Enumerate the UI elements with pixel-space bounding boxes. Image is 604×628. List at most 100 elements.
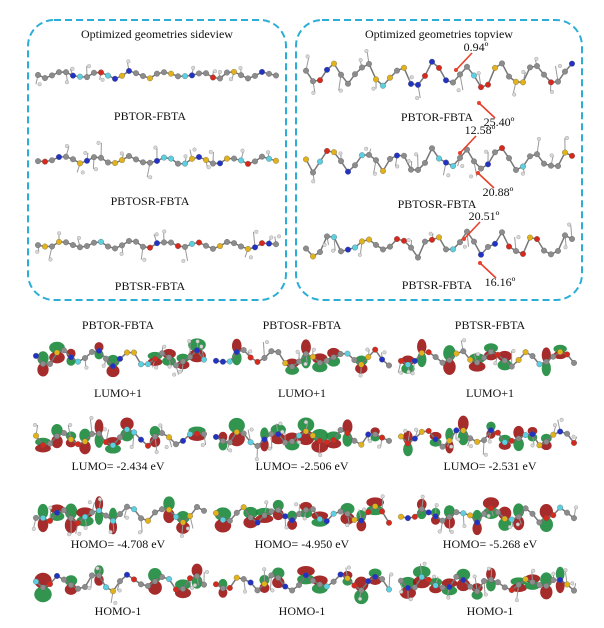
atom [508,363,515,370]
atom [317,249,323,255]
atom [231,240,237,247]
atom [557,576,564,583]
atom [61,430,67,436]
atom [414,152,419,157]
atom [87,586,92,591]
atom [311,347,316,352]
atom [309,506,316,513]
molecule [33,563,209,605]
atom [338,71,344,78]
atom [158,423,163,428]
atom [481,437,487,444]
atom [536,361,543,368]
atom [418,428,425,435]
orbital-lobe [214,507,232,521]
atom [238,72,244,79]
atom [266,70,272,77]
orbital-label: LUMO+1 [94,386,142,400]
atom [508,587,515,593]
orbital-lobe [356,519,367,532]
atom [35,72,41,78]
atom [194,347,200,354]
atom [324,233,330,240]
atom [432,582,439,589]
atom [345,523,350,528]
arrow [478,102,496,119]
atom [175,160,181,167]
orbital-lobe [486,578,496,592]
atom [275,431,282,438]
atom [270,588,275,593]
atom [457,239,463,246]
atom [368,439,373,444]
atom [488,576,494,583]
orbital-lobe [270,433,286,445]
atom [443,246,449,253]
atom [399,589,404,594]
atom [548,162,554,169]
atom [488,427,494,434]
atom [469,174,474,179]
atom [513,248,519,254]
atom [365,347,370,352]
atom [508,437,515,444]
atom [456,88,461,93]
atom [310,78,316,85]
orbital-lobe [429,438,442,447]
orbital-lobe [399,576,416,589]
atom [522,432,529,438]
atom [77,244,83,251]
atom [161,69,167,76]
atom [67,532,72,537]
atom [411,435,418,442]
atom [380,168,386,174]
atom [173,586,179,593]
atom [432,436,439,443]
orbital-lobe [37,516,49,533]
atom [499,229,505,236]
atom [84,157,90,164]
atom [436,234,442,241]
atom [311,179,316,184]
atom [330,354,337,361]
molecule [35,140,279,180]
atom [398,513,404,520]
atom [98,154,104,161]
atom [96,572,102,579]
atom [515,357,522,363]
atom [386,519,392,526]
atom [137,530,142,535]
orbital-lobe [287,519,298,530]
atom [330,437,337,443]
atom [366,151,372,158]
atom [63,239,69,246]
atom [54,572,60,579]
atom [145,442,151,449]
atom [248,349,253,354]
atom [311,90,316,95]
atom [303,245,309,252]
atom [352,244,358,251]
atom [345,80,351,87]
atom [140,159,146,166]
atom [233,574,240,581]
orbital-lobe [299,501,313,511]
atom [252,72,258,79]
atom [406,369,411,374]
atom [569,152,575,159]
atom [436,155,442,162]
atom [213,581,219,588]
atom [303,428,309,435]
atom [126,153,132,160]
atom [377,444,382,449]
atom [195,339,200,344]
dihedral-angle: 12.58º [465,123,496,137]
atom [372,573,379,580]
atom [245,160,251,167]
molecule-label: PBTSR-FBTA [115,279,186,293]
atom [187,339,192,344]
atom [200,443,205,448]
atom [437,529,442,534]
atom [536,582,543,589]
dihedral-angle: 25.40º [484,115,515,129]
